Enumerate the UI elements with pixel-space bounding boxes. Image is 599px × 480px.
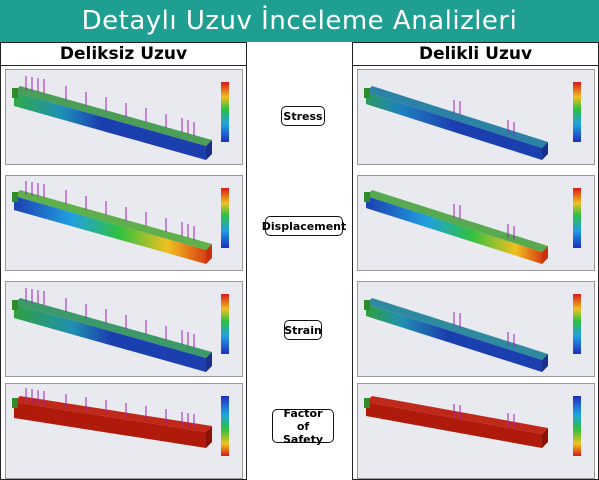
holed-strain-plot [357,281,595,377]
holed-displacement-plot [357,175,595,271]
solid-strain-plot [5,281,243,377]
label-factor-of-safety: Factor of Safety [272,407,334,446]
column-heading-holed: Delikli Uzuv [353,43,598,66]
column-holed-part: Delikli Uzuv [352,42,599,480]
solid-safety-plot [5,383,243,479]
column-heading-solid: Deliksiz Uzuv [1,43,246,66]
holed-stress-plot [357,69,595,165]
holed-safety-plot [357,383,595,479]
label-displacement: Displacement [262,216,346,236]
solid-displacement-plot [5,175,243,271]
label-strain: Strain [284,320,322,340]
solid-stress-plot [5,69,243,165]
label-stress: Stress [281,106,325,126]
page-title: Detaylı Uzuv İnceleme Analizleri [0,0,599,42]
column-solid-part: Deliksiz Uzuv [0,42,247,480]
